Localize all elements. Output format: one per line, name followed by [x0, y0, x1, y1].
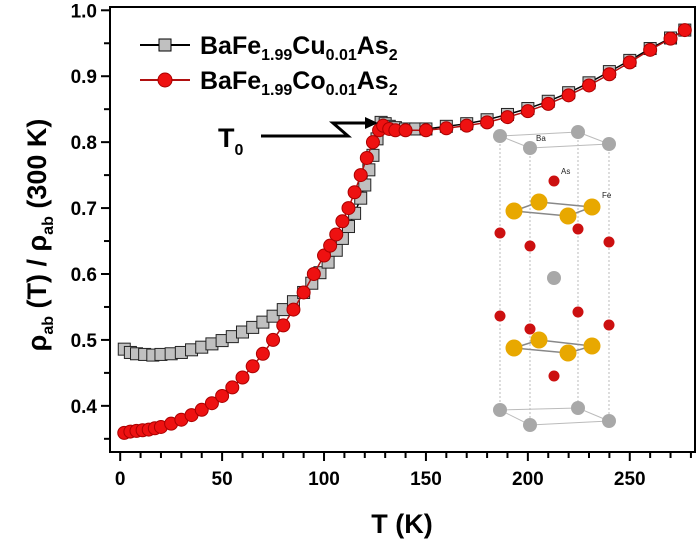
data-point: [398, 123, 413, 138]
x-axis-title: T (K): [371, 509, 432, 539]
y-tick-label: 0.8: [71, 133, 97, 154]
data-point: [341, 201, 356, 216]
inset-label-as: As: [561, 167, 570, 176]
svg-text:BaFe1.99Co0.01As2: BaFe1.99Co0.01As2: [200, 67, 398, 99]
atom-fe: [530, 331, 548, 349]
data-point: [541, 96, 556, 111]
atom-as: [603, 236, 615, 248]
data-point: [194, 402, 209, 417]
data-point: [561, 88, 576, 103]
atom-ba: [571, 125, 585, 139]
atom-ba: [571, 401, 585, 415]
data-point: [335, 214, 350, 229]
data-point: [582, 78, 597, 93]
y-tick-label: 0.6: [71, 265, 97, 286]
atom-fe: [583, 198, 601, 216]
atom-ba: [523, 418, 537, 432]
crystal-structure-inset: Ba As Fe: [493, 125, 616, 432]
atom-as: [494, 227, 506, 239]
atom-as: [548, 175, 560, 187]
atom-as: [572, 306, 584, 318]
data-point: [204, 396, 219, 411]
data-point: [677, 23, 692, 38]
plot-marks: [117, 23, 692, 440]
data-point: [266, 332, 281, 347]
data-point: [235, 370, 250, 385]
svg-text:T0: T0: [218, 123, 244, 159]
atom-ba: [493, 129, 507, 143]
data-point: [622, 55, 637, 70]
atom-ba: [493, 403, 507, 417]
atom-as: [572, 223, 584, 235]
t0-annotation: T0: [218, 117, 378, 159]
data-point: [353, 168, 368, 183]
data-point: [329, 227, 344, 242]
atom-as: [494, 310, 506, 322]
atom-fe: [505, 202, 523, 220]
data-point: [663, 31, 678, 46]
data-point: [480, 115, 495, 130]
atom-ba: [547, 271, 561, 285]
y-tick-label: 0.4: [71, 397, 98, 418]
data-point: [459, 118, 474, 133]
atom-fe: [583, 337, 601, 355]
t0-arrow: [261, 121, 365, 138]
y-tick-label: 0.9: [71, 67, 97, 88]
atom-as: [524, 323, 536, 335]
data-point: [215, 388, 230, 403]
atom-as: [603, 319, 615, 331]
y-tick-label: 1.0: [71, 1, 97, 22]
legend: BaFe1.99Cu0.01As2 BaFe1.99Co0.01As2: [140, 32, 398, 99]
inset-label-ba: Ba: [536, 134, 546, 143]
atom-ba: [602, 414, 616, 428]
data-point: [418, 123, 433, 138]
data-point: [520, 104, 535, 119]
x-tick-label: 100: [308, 469, 340, 490]
y-tick-label: 0.7: [71, 199, 97, 220]
atom-fe: [530, 193, 548, 211]
legend-item-cu: BaFe1.99Cu0.01As2: [140, 32, 398, 64]
inset-label-fe: Fe: [602, 191, 612, 200]
data-point: [602, 67, 617, 82]
x-tick-label: 200: [512, 469, 544, 490]
atom-fe: [505, 339, 523, 357]
x-tick-label: 250: [614, 469, 646, 490]
y-axis-title: ρab (T) / ρab (300 K): [22, 119, 57, 352]
series-co: [117, 23, 692, 440]
data-point: [347, 185, 362, 200]
x-tick-label: 150: [410, 469, 442, 490]
data-point: [323, 238, 338, 253]
data-point: [359, 150, 374, 165]
legend-marker-square: [158, 38, 172, 52]
svg-text:BaFe1.99Cu0.01As2: BaFe1.99Cu0.01As2: [200, 32, 398, 64]
legend-marker-circle: [157, 72, 173, 88]
legend-item-co: BaFe1.99Co0.01As2: [140, 67, 398, 99]
plot-frame: [109, 6, 696, 453]
data-point: [643, 42, 658, 57]
x-tick-label: 50: [212, 469, 233, 490]
atom-fe: [559, 207, 577, 225]
atom-fe: [559, 344, 577, 362]
atom-ba: [602, 137, 616, 151]
data-point: [439, 121, 454, 136]
data-point: [500, 110, 515, 125]
x-tick-label: 0: [115, 469, 126, 490]
data-point: [245, 359, 260, 374]
data-point: [296, 285, 311, 300]
data-point: [276, 318, 291, 333]
data-point: [225, 380, 240, 395]
atom-ba: [523, 141, 537, 155]
data-point: [365, 135, 380, 150]
atom-as: [524, 240, 536, 252]
data-point: [255, 346, 270, 361]
data-point: [306, 267, 321, 281]
data-point: [286, 302, 301, 317]
axis-ticks: 0 50 100 150 200 250 0.4 0.5 0.6 0.7 0.8 0.9 1.0: [71, 1, 692, 490]
data-point: [266, 309, 280, 323]
y-tick-label: 0.5: [71, 331, 98, 352]
atom-as: [548, 370, 560, 382]
